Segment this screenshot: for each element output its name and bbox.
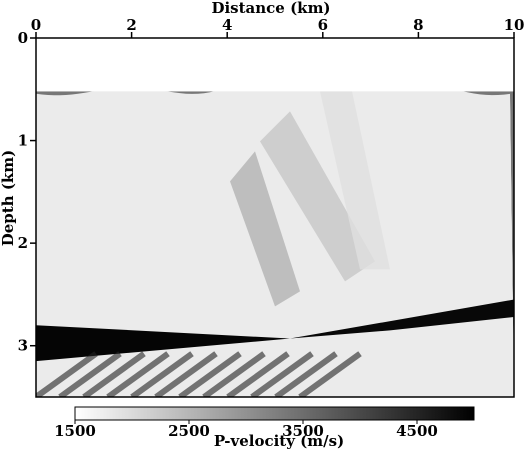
colorbar-title: P-velocity (m/s) bbox=[214, 432, 344, 450]
y-tick-label: 2 bbox=[18, 234, 28, 252]
x-tick-label: 0 bbox=[31, 16, 41, 34]
colorbar-tick-label: 2500 bbox=[168, 422, 210, 440]
salt-wedge bbox=[36, 325, 290, 362]
x-tick-label: 8 bbox=[413, 16, 423, 34]
dipping-stratum bbox=[58, 351, 122, 397]
colorbar-ticks: 1500 2500 3500 4500 bbox=[54, 420, 438, 440]
dipping-stratum bbox=[82, 351, 146, 397]
dipping-stratum bbox=[226, 351, 290, 397]
x-axis: 0 2 4 6 8 10 bbox=[31, 16, 525, 38]
dipping-stratum bbox=[130, 351, 194, 397]
salt-wedge bbox=[290, 299, 514, 339]
dipping-stratum bbox=[106, 351, 170, 397]
plot-frame bbox=[35, 37, 515, 398]
plot-area bbox=[35, 37, 515, 398]
x-tick-label: 6 bbox=[318, 16, 328, 34]
x-tick-label: 10 bbox=[504, 16, 525, 34]
colorbar-tick-label: 4500 bbox=[396, 422, 438, 440]
fault-block bbox=[260, 111, 375, 282]
x-axis-title: Distance (km) bbox=[211, 0, 330, 17]
dipping-stratum bbox=[274, 351, 338, 397]
x-tick-label: 2 bbox=[126, 16, 136, 34]
dipping-stratum bbox=[36, 351, 98, 397]
colorbar-tick-label: 1500 bbox=[54, 422, 96, 440]
colorbar-ramp bbox=[74, 406, 475, 421]
dipping-stratum bbox=[250, 351, 314, 397]
dipping-stratum bbox=[298, 351, 362, 397]
y-axis: 0 1 2 3 bbox=[18, 29, 36, 355]
dipping-stratum bbox=[178, 351, 242, 397]
fault-block bbox=[320, 91, 390, 270]
y-tick-label: 3 bbox=[18, 337, 28, 355]
y-axis-title: Depth (km) bbox=[0, 150, 17, 247]
y-tick-label: 0 bbox=[18, 29, 28, 47]
dipping-stratum bbox=[154, 351, 218, 397]
x-tick-label: 4 bbox=[222, 16, 232, 34]
fault-block bbox=[230, 151, 300, 307]
y-tick-label: 1 bbox=[18, 132, 28, 150]
velocity-field bbox=[36, 38, 514, 397]
colorbar: 1500 2500 3500 4500 P-velocity (m/s) bbox=[54, 406, 475, 450]
colorbar-tick-label: 3500 bbox=[282, 422, 324, 440]
dipping-stratum bbox=[202, 351, 266, 397]
water-layer bbox=[36, 38, 514, 92]
